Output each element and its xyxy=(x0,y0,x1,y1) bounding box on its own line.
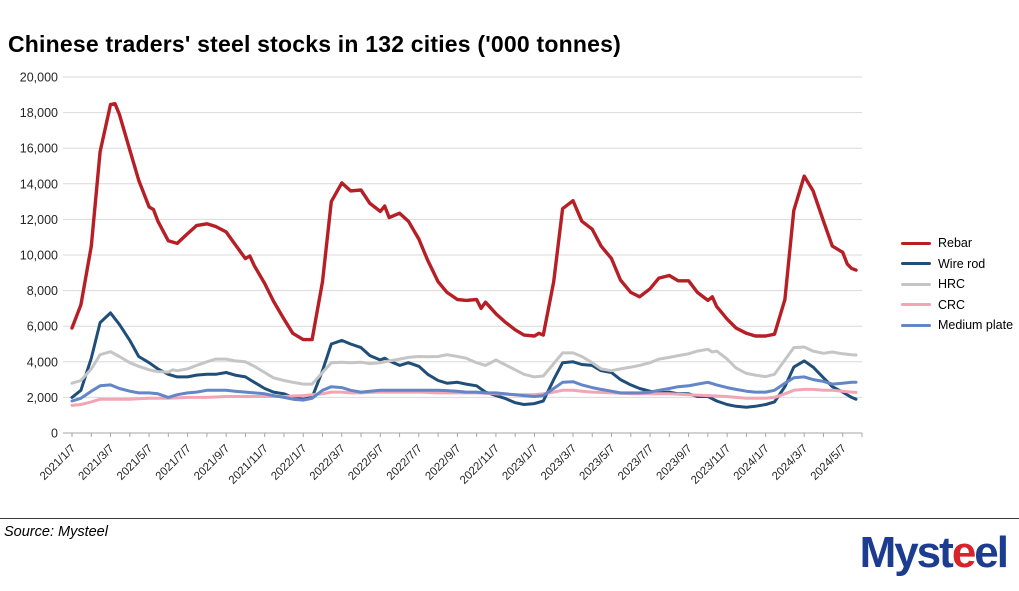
legend-label: Medium plate xyxy=(938,318,1014,333)
legend-item-hrc: HRC xyxy=(901,274,1013,295)
legend-label: CRC xyxy=(938,297,966,312)
y-tick-label: 6,000 xyxy=(27,320,58,334)
logo-text-part3: el xyxy=(974,528,1009,577)
y-tick-label: 10,000 xyxy=(20,249,58,263)
y-tick-label: 20,000 xyxy=(20,71,58,85)
chart-title: Chinese traders' steel stocks in 132 cit… xyxy=(8,31,621,57)
source-note: Source: Mysteel xyxy=(4,524,108,540)
mysteel-logo: Mysteel xyxy=(859,528,1009,578)
series-line-medium-plate xyxy=(70,375,858,403)
legend-swatch xyxy=(901,282,931,286)
y-tick-label: 4,000 xyxy=(27,355,58,369)
logo-text-part1: Myst xyxy=(859,528,954,577)
x-tick-label: 2023/9/7 xyxy=(655,443,695,483)
logo-text-part2: e xyxy=(951,528,977,577)
legend-item-crc: CRC xyxy=(901,295,1013,316)
x-tick-label: 2022/7/7 xyxy=(385,443,425,483)
gridlines xyxy=(63,76,862,434)
legend-label: Wire rod xyxy=(938,256,986,271)
x-tick-label: 2021/3/7 xyxy=(77,443,117,483)
footer-divider xyxy=(0,518,1019,519)
x-tick-label: 2022/11/7 xyxy=(458,443,502,487)
x-axis-labels: 2021/1/72021/3/72021/5/72021/7/72021/9/7… xyxy=(38,443,849,487)
y-axis-labels: 0 2,000 4,000 6,000 8,000 10,000 12,000 14,000 1… xyxy=(20,71,58,441)
legend-swatch xyxy=(901,241,931,245)
x-tick-label: 2022/3/7 xyxy=(308,443,348,483)
x-tick-label: 2024/3/7 xyxy=(770,443,810,483)
x-tick-label: 2023/3/7 xyxy=(539,443,579,483)
x-tick-label: 2022/1/7 xyxy=(269,443,309,483)
legend-swatch xyxy=(901,262,931,266)
legend-item-wire-rod: Wire rod xyxy=(901,254,1013,275)
series-line-hrc xyxy=(70,345,858,386)
legend-swatch xyxy=(901,303,931,307)
x-tick-label: 2021/5/7 xyxy=(115,443,155,483)
x-tick-label: 2023/1/7 xyxy=(500,443,540,483)
legend-label: HRC xyxy=(938,277,966,292)
x-tick-label: 2022/5/7 xyxy=(346,443,386,483)
y-tick-label: 14,000 xyxy=(20,177,58,191)
x-tick-label: 2022/9/7 xyxy=(423,443,463,483)
series-line-rebar xyxy=(70,102,858,342)
legend-swatch xyxy=(901,323,931,327)
legend-item-rebar: Rebar xyxy=(901,233,1013,254)
x-tick-label: 2021/9/7 xyxy=(192,443,232,483)
legend-item-medium-plate: Medium plate xyxy=(901,315,1013,336)
x-tick-label: 2023/5/7 xyxy=(577,443,617,483)
y-tick-label: 2,000 xyxy=(27,391,58,405)
y-tick-label: 12,000 xyxy=(20,213,58,227)
y-tick-label: 0 xyxy=(51,427,58,441)
x-axis-ticks xyxy=(71,433,863,437)
x-tick-label: 2021/1/7 xyxy=(38,443,78,483)
x-tick-label: 2024/1/7 xyxy=(732,443,772,483)
legend-label: Rebar xyxy=(938,236,973,251)
x-tick-label: 2021/11/7 xyxy=(227,443,271,487)
y-tick-label: 16,000 xyxy=(20,142,58,156)
chart-legend: Rebar Wire rod HRC CRC Medium plate xyxy=(901,233,1013,336)
x-tick-label: 2023/7/7 xyxy=(616,443,656,483)
x-tick-label: 2023/11/7 xyxy=(689,443,733,487)
series-line-wire-rod xyxy=(70,311,858,409)
y-tick-label: 8,000 xyxy=(27,284,58,298)
y-tick-label: 18,000 xyxy=(20,106,58,120)
x-tick-label: 2021/7/7 xyxy=(154,443,194,483)
x-tick-label: 2024/5/7 xyxy=(809,443,849,483)
chart-canvas: 0 2,000 4,000 6,000 8,000 10,000 12,000 14,000 1… xyxy=(20,71,863,487)
